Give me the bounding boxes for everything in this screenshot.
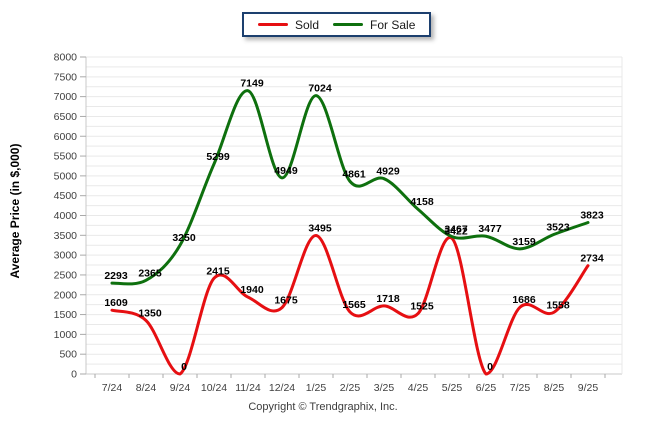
data-label-sold: 1565: [342, 299, 366, 311]
data-label-for-sale: 4929: [376, 166, 400, 178]
data-label-sold: 1718: [376, 293, 400, 305]
data-label-sold: 1686: [512, 294, 536, 306]
data-label-sold: 3495: [308, 223, 332, 235]
data-label-sold: 2734: [580, 253, 604, 265]
y-tick-label: 2000: [54, 289, 78, 301]
y-tick-label: 4000: [54, 210, 78, 222]
y-tick-label: 0: [71, 369, 77, 381]
data-label-sold: 0: [487, 361, 493, 373]
y-tick-label: 4500: [54, 190, 78, 202]
copyright-text: Copyright © Trendgraphix, Inc.: [248, 401, 398, 413]
y-tick-label: 3500: [54, 230, 78, 242]
data-label-sold: 0: [181, 361, 187, 373]
data-label-for-sale: 3477: [478, 223, 502, 235]
data-label-for-sale: 4949: [274, 165, 298, 177]
x-tick-label: 11/24: [235, 382, 261, 394]
y-tick-label: 5500: [54, 151, 78, 163]
y-axis-title: Average Price (in $,000): [8, 143, 22, 279]
y-tick-label: 1000: [54, 329, 78, 341]
legend-item-for-sale: For Sale: [333, 18, 415, 32]
sold-line-swatch-icon: [258, 23, 288, 26]
data-label-for-sale: 2293: [104, 270, 128, 282]
legend-label-sold: Sold: [295, 17, 320, 32]
data-label-for-sale: 4861: [342, 168, 366, 180]
x-tick-label: 7/25: [510, 382, 531, 394]
legend-label-for-sale: For Sale: [370, 17, 416, 32]
y-tick-label: 6000: [54, 131, 78, 143]
x-tick-label: 5/25: [442, 382, 463, 394]
data-label-for-sale: 7149: [240, 78, 264, 90]
series-sold-path: [110, 234, 590, 376]
x-tick-label: 7/24: [102, 382, 123, 394]
y-tick-label: 500: [59, 349, 77, 361]
data-label-sold: 3422: [444, 225, 468, 237]
legend: Sold For Sale: [242, 12, 432, 37]
y-tick-label: 7000: [54, 91, 78, 103]
x-tick-label: 8/25: [544, 382, 565, 394]
data-label-for-sale: 3250: [172, 232, 196, 244]
x-tick-label: 6/25: [476, 382, 497, 394]
y-tick-label: 1500: [54, 309, 78, 321]
data-label-sold: 1558: [546, 299, 570, 311]
x-tick-label: 1/25: [306, 382, 327, 394]
data-label-sold: 1675: [274, 295, 298, 307]
data-label-for-sale: 3523: [546, 221, 570, 233]
legend-item-sold: Sold: [258, 18, 319, 32]
for-sale-line-swatch-icon: [333, 23, 364, 26]
y-tick-label: 5000: [54, 170, 78, 182]
data-label-for-sale: 7024: [308, 83, 332, 95]
data-label-for-sale: 5299: [206, 151, 230, 163]
data-label-sold: 1350: [138, 308, 162, 320]
y-tick-label: 8000: [54, 52, 78, 64]
x-tick-label: 3/25: [374, 382, 395, 394]
data-label-for-sale: 3159: [512, 236, 536, 248]
x-tick-label: 9/24: [170, 382, 191, 394]
y-tick-label: 7500: [54, 71, 78, 83]
data-label-sold: 1940: [240, 284, 264, 296]
y-tick-label: 2500: [54, 269, 78, 281]
x-tick-label: 9/25: [578, 382, 599, 394]
data-label-sold: 1609: [104, 297, 128, 309]
y-tick-label: 3000: [54, 250, 78, 262]
data-label-for-sale: 4158: [410, 196, 434, 208]
x-tick-label: 4/25: [408, 382, 429, 394]
y-tick-label: 6500: [54, 111, 78, 123]
x-tick-label: 2/25: [340, 382, 361, 394]
data-label-for-sale: 3823: [580, 210, 604, 222]
data-label-for-sale: 2365: [138, 267, 162, 279]
data-label-sold: 2415: [206, 265, 230, 277]
data-label-sold: 1525: [410, 301, 434, 313]
x-tick-label: 12/24: [269, 382, 295, 394]
series-for-sale-path: [110, 89, 590, 286]
data-label-for-sale: 3467: [444, 224, 468, 236]
x-tick-label: 8/24: [136, 382, 157, 394]
x-tick-label: 10/24: [201, 382, 227, 394]
